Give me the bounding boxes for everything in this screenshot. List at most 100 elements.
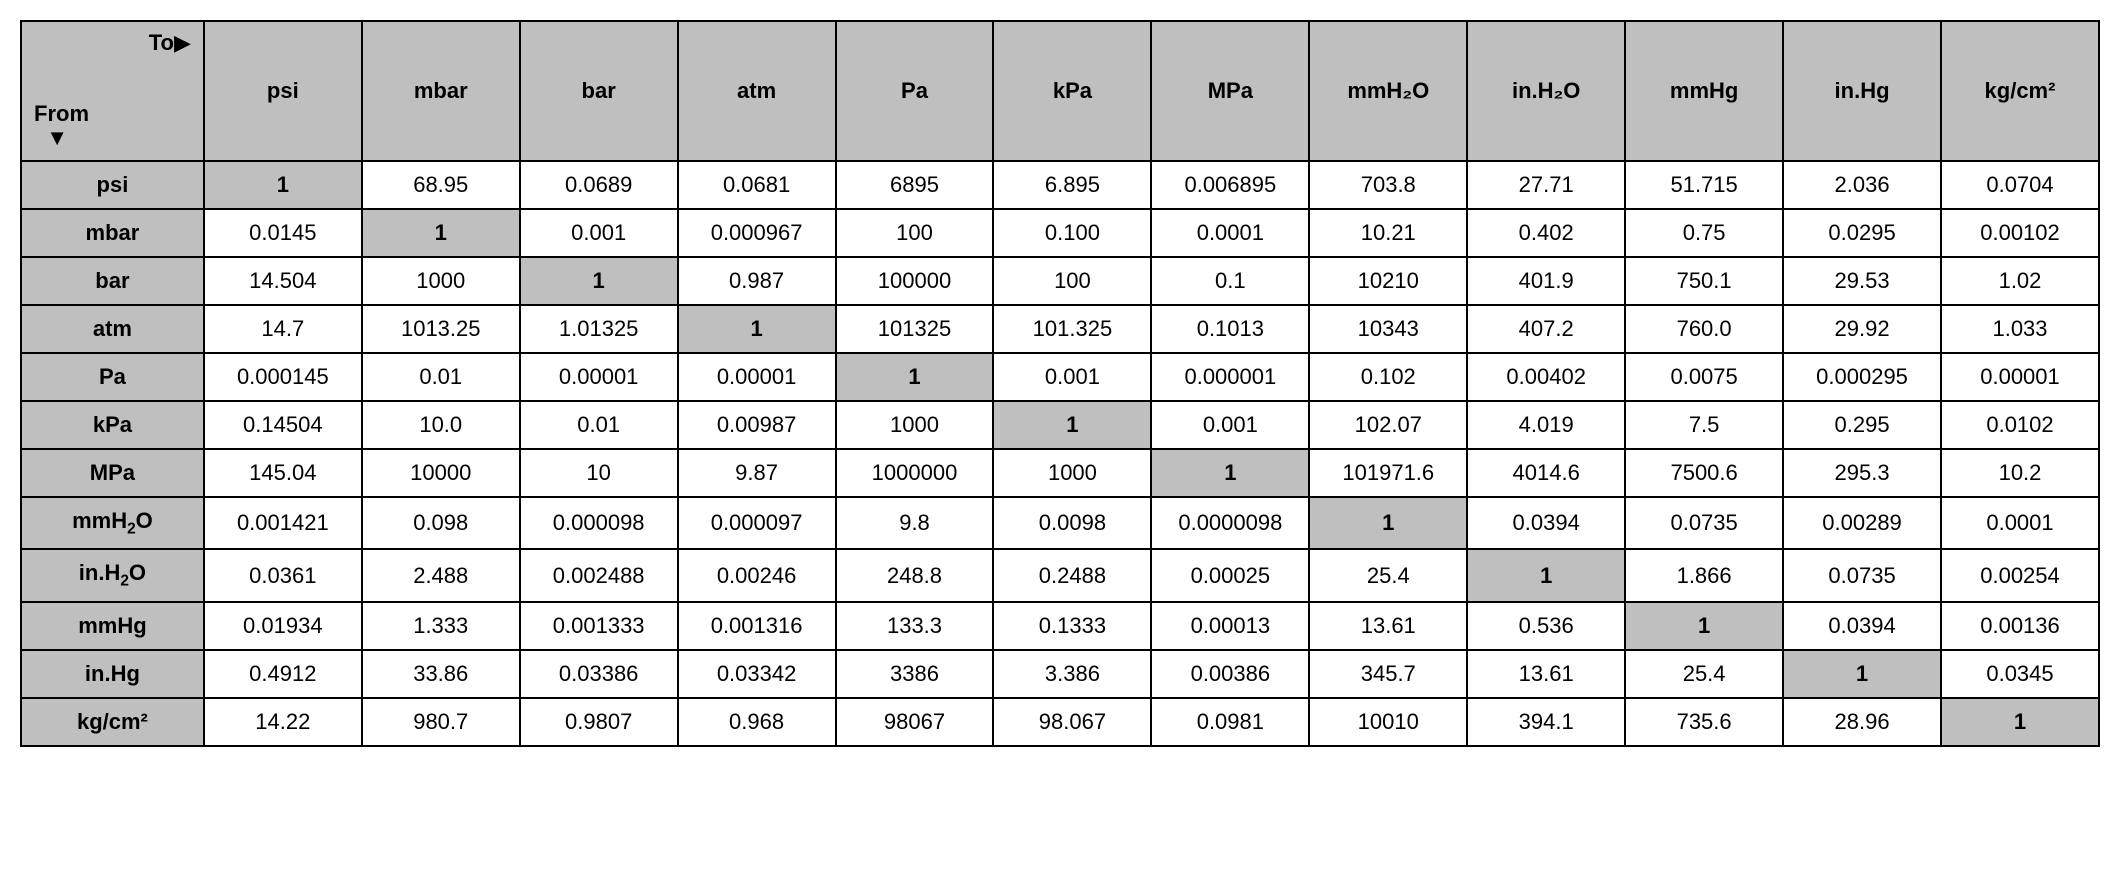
column-header: kg/cm² — [1941, 21, 2099, 161]
table-cell: 0.00386 — [1151, 650, 1309, 698]
column-header: kPa — [993, 21, 1151, 161]
table-cell: 6895 — [836, 161, 994, 209]
table-head: To▶ From ▼ psimbarbaratmPakPaMPammH₂Oin.… — [21, 21, 2099, 161]
table-cell: 10.21 — [1309, 209, 1467, 257]
table-cell: 1 — [1625, 602, 1783, 650]
table-cell: 100 — [836, 209, 994, 257]
table-cell: 1.333 — [362, 602, 520, 650]
table-cell: 345.7 — [1309, 650, 1467, 698]
table-cell: 33.86 — [362, 650, 520, 698]
row-header: kg/cm² — [21, 698, 204, 746]
table-cell: 14.504 — [204, 257, 362, 305]
table-cell: 1 — [1941, 698, 2099, 746]
table-cell: 0.987 — [678, 257, 836, 305]
table-cell: 10.0 — [362, 401, 520, 449]
table-cell: 1 — [520, 257, 678, 305]
table-cell: 248.8 — [836, 549, 994, 601]
table-cell: 0.000098 — [520, 497, 678, 549]
row-header: mmH2O — [21, 497, 204, 549]
table-cell: 0.00254 — [1941, 549, 2099, 601]
from-text: From — [34, 101, 89, 126]
table-cell: 145.04 — [204, 449, 362, 497]
to-label: To▶ — [149, 30, 191, 56]
column-header: in.H₂O — [1467, 21, 1625, 161]
table-cell: 1.033 — [1941, 305, 2099, 353]
corner-cell: To▶ From ▼ — [21, 21, 204, 161]
table-cell: 10343 — [1309, 305, 1467, 353]
table-cell: 0.9807 — [520, 698, 678, 746]
table-cell: 0.00102 — [1941, 209, 2099, 257]
table-cell: 0.1013 — [1151, 305, 1309, 353]
table-cell: 1 — [362, 209, 520, 257]
header-row: To▶ From ▼ psimbarbaratmPakPaMPammH₂Oin.… — [21, 21, 2099, 161]
table-row: kg/cm²14.22980.70.98070.9689806798.0670.… — [21, 698, 2099, 746]
table-cell: 0.000295 — [1783, 353, 1941, 401]
table-row: mbar0.014510.0010.0009671000.1000.000110… — [21, 209, 2099, 257]
table-cell: 0.000145 — [204, 353, 362, 401]
table-cell: 1 — [204, 161, 362, 209]
table-cell: 0.0001 — [1941, 497, 2099, 549]
arrow-down-icon: ▼ — [34, 125, 68, 150]
table-cell: 101.325 — [993, 305, 1151, 353]
table-cell: 1 — [1467, 549, 1625, 601]
table-cell: 4.019 — [1467, 401, 1625, 449]
table-cell: 0.0681 — [678, 161, 836, 209]
table-cell: 0.00289 — [1783, 497, 1941, 549]
table-cell: 703.8 — [1309, 161, 1467, 209]
column-header: atm — [678, 21, 836, 161]
conversion-table-wrapper: To▶ From ▼ psimbarbaratmPakPaMPammH₂Oin.… — [20, 20, 2100, 747]
table-row: atm14.71013.251.013251101325101.3250.101… — [21, 305, 2099, 353]
table-cell: 6.895 — [993, 161, 1151, 209]
table-cell: 10010 — [1309, 698, 1467, 746]
table-cell: 0.01 — [362, 353, 520, 401]
table-cell: 0.03386 — [520, 650, 678, 698]
table-cell: 0.295 — [1783, 401, 1941, 449]
table-cell: 0.102 — [1309, 353, 1467, 401]
table-cell: 1 — [1309, 497, 1467, 549]
table-cell: 394.1 — [1467, 698, 1625, 746]
table-cell: 13.61 — [1309, 602, 1467, 650]
table-cell: 0.000001 — [1151, 353, 1309, 401]
table-cell: 0.0704 — [1941, 161, 2099, 209]
table-cell: 10210 — [1309, 257, 1467, 305]
table-cell: 14.22 — [204, 698, 362, 746]
table-cell: 101325 — [836, 305, 994, 353]
table-cell: 0.01 — [520, 401, 678, 449]
row-header: Pa — [21, 353, 204, 401]
table-cell: 3386 — [836, 650, 994, 698]
table-cell: 0.0145 — [204, 209, 362, 257]
table-cell: 0.001333 — [520, 602, 678, 650]
table-cell: 100000 — [836, 257, 994, 305]
row-header: bar — [21, 257, 204, 305]
table-cell: 3.386 — [993, 650, 1151, 698]
column-header: mbar — [362, 21, 520, 161]
table-cell: 0.2488 — [993, 549, 1151, 601]
table-cell: 27.71 — [1467, 161, 1625, 209]
table-cell: 0.75 — [1625, 209, 1783, 257]
table-cell: 13.61 — [1467, 650, 1625, 698]
column-header: mmH₂O — [1309, 21, 1467, 161]
from-label: From ▼ — [34, 102, 89, 150]
table-cell: 1 — [678, 305, 836, 353]
table-cell: 1013.25 — [362, 305, 520, 353]
table-row: psi168.950.06890.068168956.8950.00689570… — [21, 161, 2099, 209]
row-header: psi — [21, 161, 204, 209]
table-cell: 0.006895 — [1151, 161, 1309, 209]
table-cell: 0.100 — [993, 209, 1151, 257]
table-cell: 9.8 — [836, 497, 994, 549]
table-cell: 0.1333 — [993, 602, 1151, 650]
table-cell: 1 — [1151, 449, 1309, 497]
table-cell: 10000 — [362, 449, 520, 497]
table-cell: 28.96 — [1783, 698, 1941, 746]
table-cell: 1000000 — [836, 449, 994, 497]
table-row: mmH2O0.0014210.0980.0000980.0000979.80.0… — [21, 497, 2099, 549]
table-cell: 133.3 — [836, 602, 994, 650]
row-header: mbar — [21, 209, 204, 257]
table-cell: 0.03342 — [678, 650, 836, 698]
table-cell: 1.02 — [1941, 257, 2099, 305]
table-cell: 1 — [836, 353, 994, 401]
table-cell: 0.968 — [678, 698, 836, 746]
table-cell: 401.9 — [1467, 257, 1625, 305]
table-cell: 0.536 — [1467, 602, 1625, 650]
table-cell: 295.3 — [1783, 449, 1941, 497]
